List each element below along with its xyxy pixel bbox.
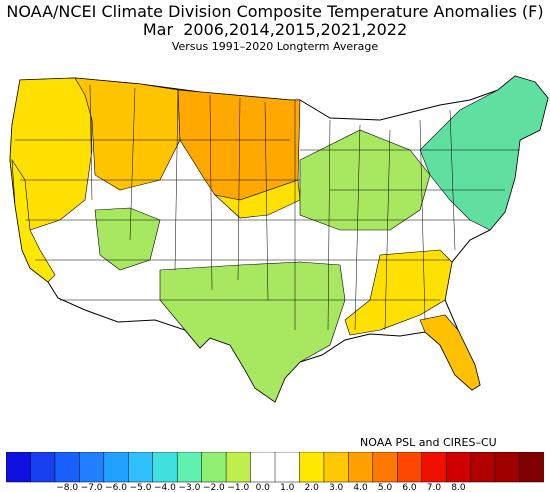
colorbar-swatch xyxy=(30,452,56,483)
colorbar-swatch xyxy=(348,452,374,483)
colorbar-tick-label: 4.0 xyxy=(353,483,368,492)
colorbar-swatch xyxy=(519,452,544,483)
colorbar-swatch xyxy=(225,452,252,483)
colorbar-swatch xyxy=(494,452,521,483)
region-florida xyxy=(419,314,481,391)
colorbar-swatch xyxy=(397,452,423,483)
colorbar-tick-label: −1.0 xyxy=(227,483,249,492)
colorbar-tick-label: 1.0 xyxy=(280,483,295,492)
map-subtitle-baseline: Versus 1991–2020 Longterm Average xyxy=(171,40,379,53)
colorbar-tick-label: −2.0 xyxy=(203,483,225,492)
colorbar-tick-label: 3.0 xyxy=(329,483,344,492)
colorbar-tick-label: −7.0 xyxy=(81,483,103,492)
colorbar-tick-label: −6.0 xyxy=(105,483,127,492)
colorbar-swatch xyxy=(274,452,300,483)
colorbar-swatch xyxy=(372,452,398,483)
region-northern-rockies xyxy=(74,77,181,191)
colorbar-tick-label: 7.0 xyxy=(427,483,442,492)
colorbar-tick-label: −5.0 xyxy=(130,483,152,492)
colorbar-tick-label: 0.0 xyxy=(256,483,271,492)
colorbar-swatch xyxy=(103,452,129,483)
colorbar-swatch xyxy=(299,452,325,483)
colorbar-swatch xyxy=(128,452,154,483)
region-southeast xyxy=(344,249,453,336)
colorbar-swatch xyxy=(176,452,203,483)
colorbar-tick-label: 8.0 xyxy=(451,483,466,492)
state-borders xyxy=(15,84,520,331)
colorbar-tick-label: 6.0 xyxy=(402,483,417,492)
colorbar-swatch xyxy=(201,452,227,483)
color-scale-legend: −8.0 −7.0 −6.0 −5.0 −4.0 −3.0 −2.0 −1.0 0.0 1.0 2.… xyxy=(6,452,544,492)
region-new-england xyxy=(419,75,549,231)
colorbar-swatch xyxy=(6,452,31,483)
credit-label: NOAA PSL and CIRES–CU xyxy=(360,436,497,449)
colorbar-tick-label: −8.0 xyxy=(56,483,78,492)
colorbar-swatch xyxy=(323,452,349,483)
colorbar-swatch xyxy=(470,452,496,483)
colorbar-swatch xyxy=(79,452,105,483)
colorbar-swatch xyxy=(421,452,447,483)
colorbar-tick-label: −3.0 xyxy=(178,483,200,492)
map-title: NOAA/NCEI Climate Division Composite Tem… xyxy=(6,2,544,21)
region-south-central xyxy=(159,261,346,403)
colorbar-tick-label: 2.0 xyxy=(305,483,320,492)
map-subtitle-years: Mar 2006,2014,2015,2021,2022 xyxy=(142,20,408,39)
region-california-coast xyxy=(11,158,56,283)
colorbar-swatch xyxy=(54,452,80,483)
colorbar-tick-label: 5.0 xyxy=(378,483,393,492)
us-climate-division-map xyxy=(9,75,549,403)
colorbar-swatch xyxy=(152,452,178,483)
colorbar-tick-label: −4.0 xyxy=(154,483,176,492)
colorbar-swatch xyxy=(250,452,276,483)
colorbar-swatch xyxy=(445,452,472,483)
